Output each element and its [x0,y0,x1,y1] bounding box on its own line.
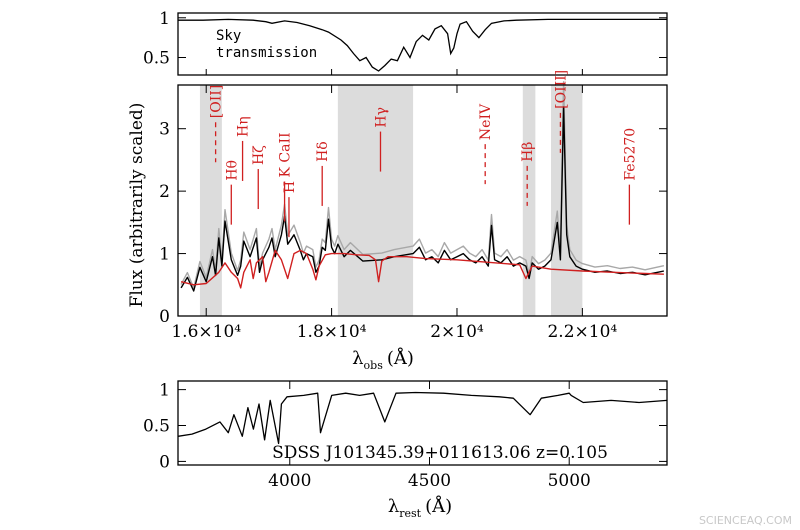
main-xtick-label: 2.2×10⁴ [547,322,617,342]
emission-line-label: Hγ [373,107,389,128]
emission-line-label: NeIV [478,103,494,140]
rest-spectrum-line [177,391,668,445]
emission-line-label: Hδ [315,141,331,162]
emission-line-label: Fe5270 [622,128,638,181]
main-ylabel: Flux (arbitrarily scaled) [127,103,147,308]
rest-xlabel: λrest (Å) [388,495,452,520]
main-ytick-label: 0 [159,307,170,327]
rest-xtick-label: 4000 [268,471,311,491]
rest-xtick-label: 4500 [408,471,451,491]
main-xlabel-sub: obs [364,359,384,372]
rest-xlabel-symbol: λ [388,496,399,517]
emission-line-label: [OIII] [553,70,569,109]
observed-error-envelope [180,81,665,289]
emission-line-label: Hη [236,116,252,137]
main-ytick-label: 1 [159,245,170,265]
main-xtick-label: 1.8×10⁴ [297,322,367,342]
main-xlabel-unit: (Å) [387,347,414,369]
sky-ytick-label: 1 [159,9,170,29]
emission-line-label: Hθ [224,160,240,181]
observed-spectrum-line [180,106,665,292]
sky-transmission-line [178,18,667,72]
sky-label-line1: Sky [216,28,241,44]
rest-xtick-label: 5000 [548,471,591,491]
rest-ytick-label: 0.5 [143,417,170,437]
main-panel: [OII] Hθ Hη Hζ K CaII H Hδ Hγ NeIV Hβ [OIII] Fe5270… [159,70,668,342]
main-xtick-label: 1.6×10⁴ [171,322,241,342]
rest-xlabel-unit: (Å) [425,495,452,517]
emission-line-label: [OII] [209,85,225,118]
emission-line-label: K CaII [278,132,294,177]
main-xtick-label: 2×10⁴ [430,322,484,342]
rest-frame [177,380,668,466]
template-spectrum-line [180,249,664,289]
emission-line-label: H [282,181,298,193]
main-ytick-label: 3 [159,120,170,140]
main-ytick-label: 2 [159,182,170,202]
masked-region [522,85,536,316]
watermark: SCIENCEAQ.COM [699,514,792,527]
sky-label-line2: transmission [216,45,317,61]
rest-ytick-label: 1 [159,381,170,401]
rest-ytick-label: 0 [159,452,170,472]
emission-line-label: Hβ [520,142,536,162]
main-xlabel-symbol: λ [352,348,363,369]
masked-region [199,85,222,316]
main-xlabel: λobs (Å) [352,347,414,372]
masked-region [337,85,414,316]
main-frame [177,84,668,317]
object-annotation: SDSS J101345.39+011613.06 z=0.105 [272,443,608,463]
rest-xlabel-sub: rest [399,507,421,520]
rest-panel: 0 0.5 1 4000 4500 5000 SDSS J101345.39+011613.… [143,380,668,491]
sky-ytick-label: 0.5 [143,49,170,69]
sky-frame [177,12,668,76]
emission-line-label: Hζ [251,145,267,165]
